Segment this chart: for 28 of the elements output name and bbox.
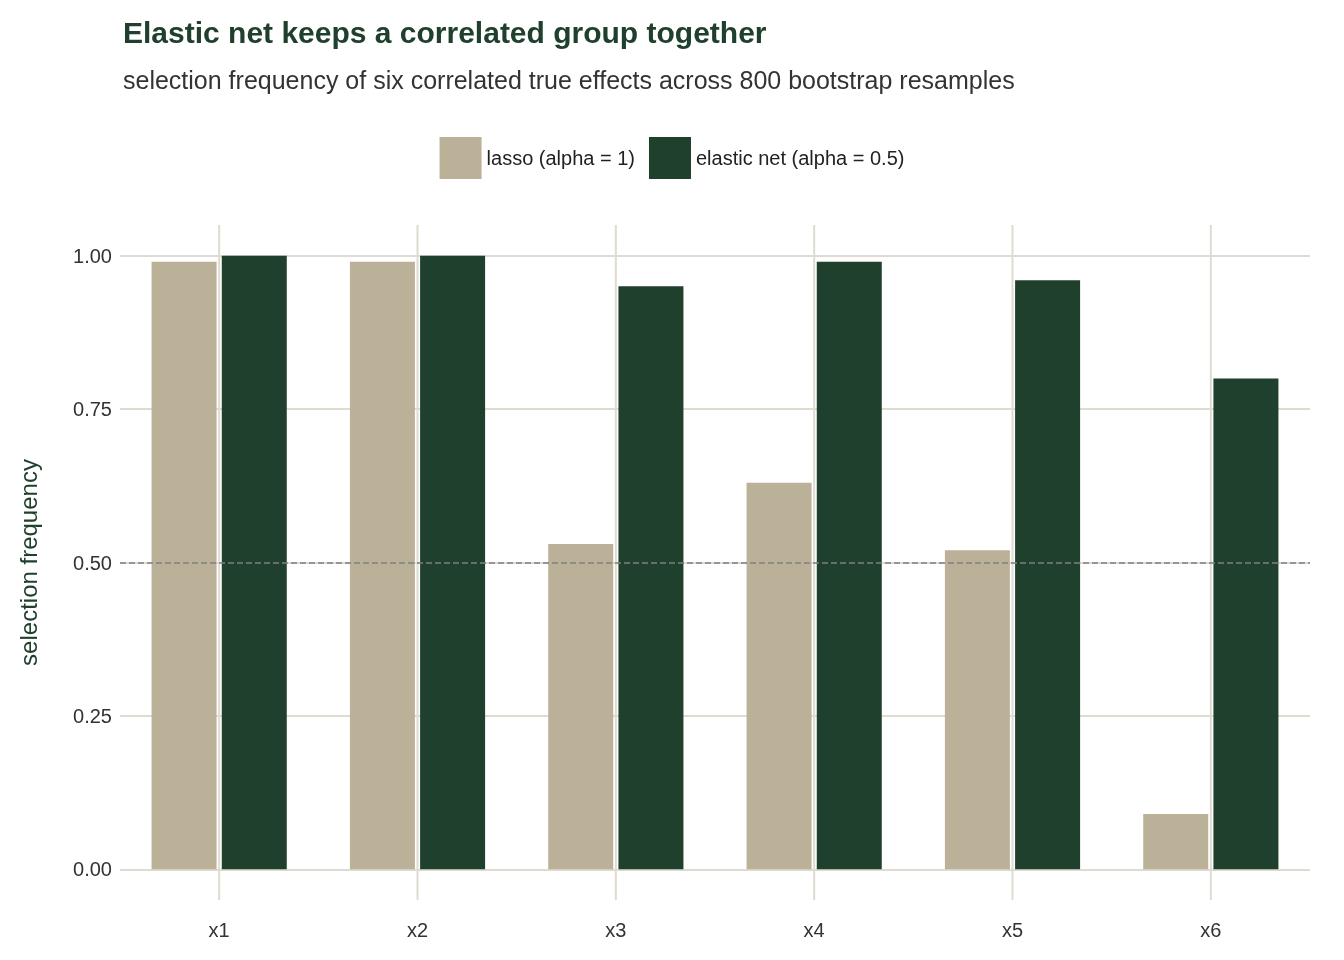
chart-title: Elastic net keeps a correlated group together: [123, 15, 767, 49]
bar: [548, 544, 614, 870]
bar: [1015, 280, 1081, 870]
x-tick-label: x6: [1200, 919, 1222, 941]
bar: [349, 261, 415, 870]
bar: [944, 550, 1010, 870]
y-tick-label: 0.25: [73, 704, 112, 727]
y-axis-title: selection frequency: [14, 459, 42, 666]
bar: [151, 261, 217, 870]
x-tick-label: x4: [803, 919, 825, 941]
legend-label: lasso (alpha = 1): [486, 147, 635, 169]
bar: [420, 255, 486, 870]
y-tick-label: 0.75: [73, 398, 112, 421]
bar: [1143, 814, 1209, 870]
bar: [746, 482, 812, 870]
bar: [816, 261, 882, 870]
y-tick-label: 0.50: [73, 551, 112, 574]
x-tick-label: x1: [208, 919, 230, 941]
x-tick-label: x5: [1001, 919, 1024, 941]
y-tick-label: 0.00: [73, 858, 112, 881]
y-tick-label: 1.00: [73, 244, 112, 267]
bar: [618, 286, 684, 870]
x-tick-label: x2: [406, 919, 429, 941]
legend-label: elastic net (alpha = 0.5): [695, 147, 905, 169]
chart-subtitle: selection frequency of six correlated true effects across 800 bootstrap resamples: [123, 65, 1015, 94]
x-tick-label: x3: [605, 919, 627, 941]
bar: [1213, 378, 1279, 870]
bar: [221, 255, 287, 870]
